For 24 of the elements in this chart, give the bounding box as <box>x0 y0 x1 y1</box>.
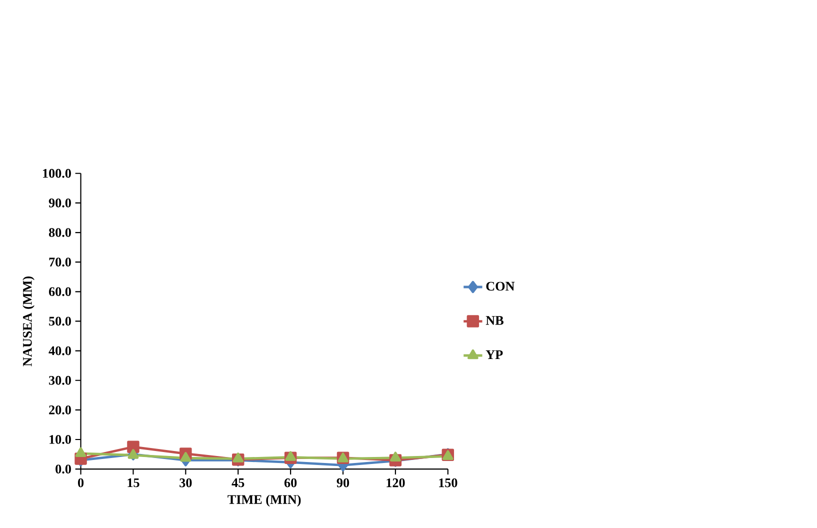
x-tick-label: 90 <box>336 478 350 488</box>
x-tick-label: 0 <box>78 478 84 488</box>
x-tick-label: 120 <box>386 478 405 488</box>
x-tick-label: 15 <box>128 478 140 488</box>
x-tick-label: 45 <box>232 478 244 488</box>
y-tick-label: 80.0 <box>48 228 71 237</box>
x-axis-title: TIME (MIN) <box>228 494 301 507</box>
y-tick-label: 50.0 <box>49 316 71 326</box>
y-tick-label: 100.0 <box>43 168 71 178</box>
y-tick-label: 40.0 <box>48 346 71 356</box>
y-tick-label: 70.0 <box>49 258 71 266</box>
x-tick-label: 30 <box>180 478 192 488</box>
y-tick-label: 30.0 <box>49 376 71 385</box>
legend-label: NB <box>486 316 504 325</box>
x-tick-label: 60 <box>284 478 297 488</box>
y-tick-label: 60.0 <box>48 287 71 296</box>
y-tick-label: 0.0 <box>56 464 71 474</box>
legend-label: YP <box>486 350 503 359</box>
legend-label: CON <box>486 282 515 291</box>
x-tick-label: 150 <box>439 478 458 488</box>
y-tick-label: 20.0 <box>49 405 71 414</box>
y-tick-label: 10.0 <box>50 435 71 444</box>
y-axis-title: NAUSEA (MM) <box>22 276 34 366</box>
y-tick-label: 90.0 <box>48 198 71 208</box>
